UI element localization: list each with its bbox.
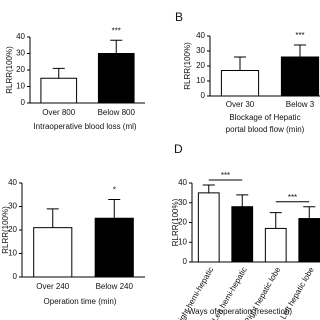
y-axis-label: RLRR(100%) [171,198,180,246]
bar [280,56,320,97]
x-tick-label: Over 800 [42,108,75,117]
error-bar [46,208,59,228]
bar [298,218,320,263]
y-tick-label: 30 [16,49,25,58]
x-axis-label: Operation time (min) [44,297,117,306]
x-axis-label: Ways of operation (resection) [188,307,293,316]
significance-label: *** [112,26,121,35]
bar [231,206,254,263]
significance-label: *** [295,31,304,40]
error-bar [52,67,65,79]
y-tick-label: 10 [178,237,187,246]
significance-label: * [113,186,116,195]
y-tick-label: 20 [196,61,205,70]
bar [220,70,260,97]
y-tick-label: 30 [178,198,187,207]
y-tick-label: 0 [21,98,26,107]
y-axis-label: RLRR(100%) [183,42,192,90]
y-tick-label: 20 [8,225,17,234]
bar [94,217,134,278]
error-bar [294,44,306,57]
panel-label: B [175,10,183,24]
y-tick-label: 30 [8,202,17,211]
panel-label: D [174,142,183,156]
bar [33,227,73,278]
y-tick-label: 0 [13,272,18,281]
error-bar [108,198,121,219]
error-bar [202,184,215,193]
x-tick-label: Below 3 [286,100,315,109]
x-tick-label: Below 240 [96,282,134,291]
y-tick-label: 40 [8,178,17,187]
y-tick-label: 10 [8,249,17,258]
y-axis-label: RLRR(100%) [5,46,14,94]
error-bar [110,39,123,54]
error-bar [303,206,316,219]
bar [97,53,135,104]
y-axis-label: RLRR(100%) [1,206,10,254]
significance-label: *** [288,193,297,202]
x-axis-label: portal blood flow (min) [226,125,305,134]
x-tick-label: Over 240 [36,282,69,291]
y-tick-label: 10 [16,82,25,91]
error-bar [236,194,249,207]
y-tick-label: 40 [178,178,187,187]
significance-label: *** [221,171,230,180]
x-tick-label: Over 30 [226,100,255,109]
bar [264,227,287,263]
y-tick-label: 40 [16,32,25,41]
y-tick-label: 20 [16,65,25,74]
y-tick-label: 40 [196,31,205,40]
y-tick-label: 10 [196,76,205,85]
x-tick-label: Below 800 [98,108,136,117]
x-axis-label: Intraoperative blood loss (ml) [33,122,136,131]
y-tick-label: 20 [178,218,187,227]
y-tick-label: 0 [183,257,188,266]
y-tick-label: 0 [201,91,206,100]
error-bar [269,212,282,229]
bar [40,77,78,104]
bar [197,192,220,263]
x-axis-label: Blockage of Hepatic [229,113,300,122]
error-bar [234,56,246,71]
y-tick-label: 30 [196,46,205,55]
